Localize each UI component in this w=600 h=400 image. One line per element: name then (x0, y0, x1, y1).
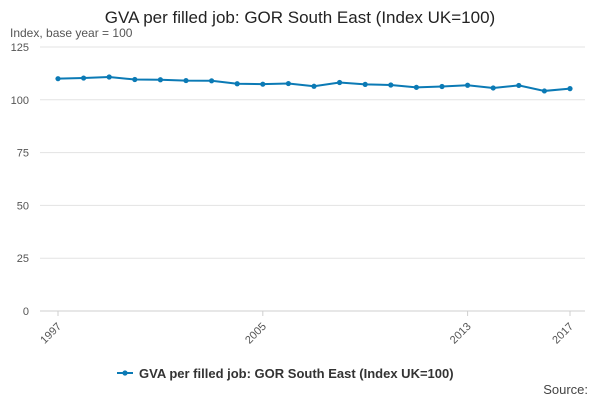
source-label: Source: (543, 382, 588, 397)
x-tick-label: 1997 (38, 321, 64, 347)
y-tick-label: 100 (11, 95, 29, 107)
legend-point-marker (122, 370, 128, 376)
data-point (285, 80, 291, 87)
data-point (490, 85, 496, 91)
data-point (465, 82, 471, 88)
y-axis-title: Index, base year = 100 (10, 26, 133, 40)
data-point (157, 77, 163, 83)
data-point (311, 83, 317, 89)
data-point (541, 88, 548, 94)
y-tick-label: 125 (11, 42, 29, 54)
data-point (81, 75, 87, 81)
data-point (439, 83, 445, 90)
y-tick-label: 25 (17, 253, 29, 265)
y-tick-label: 50 (17, 200, 29, 212)
x-tick-label: 2005 (243, 321, 269, 347)
x-tick-label: 2013 (448, 321, 474, 347)
data-point (260, 81, 266, 87)
data-point (55, 76, 61, 82)
x-axis-ticks: 1997 2005 2013 2017 (38, 311, 576, 346)
gridlines (40, 46, 585, 259)
data-point (132, 76, 138, 83)
data-point (337, 79, 343, 86)
data-point (234, 81, 240, 87)
legend[interactable]: GVA per filled job: GOR South East (Inde… (117, 366, 454, 381)
data-point (567, 86, 573, 92)
data-point (362, 81, 368, 87)
legend-label: GVA per filled job: GOR South East (Inde… (139, 366, 454, 381)
data-point (388, 82, 394, 88)
y-tick-label: 75 (17, 148, 29, 160)
data-point (413, 84, 419, 90)
series-group (55, 74, 573, 94)
y-axis-ticks: 0 25 50 75 100 125 (11, 42, 29, 318)
chart-title: GVA per filled job: GOR South East (Inde… (104, 8, 496, 27)
data-point (516, 82, 522, 89)
y-tick-label: 0 (23, 306, 29, 318)
data-point (106, 74, 112, 80)
x-tick-label: 2017 (550, 321, 576, 347)
data-point (183, 77, 189, 84)
data-point (209, 78, 215, 84)
